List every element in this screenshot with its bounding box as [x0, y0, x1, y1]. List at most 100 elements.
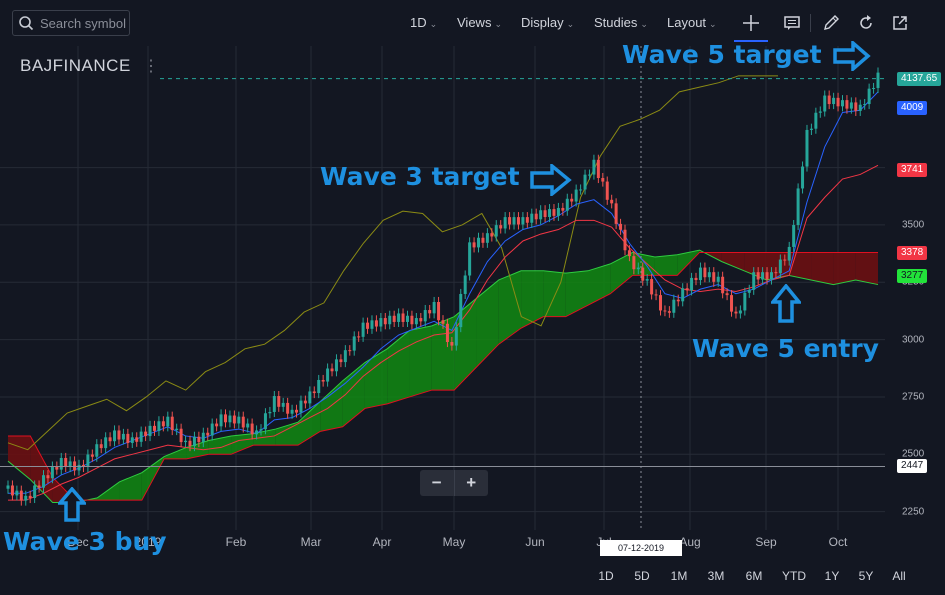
- candle-body: [184, 440, 188, 443]
- candle-body: [64, 457, 68, 468]
- candle-body: [86, 454, 90, 468]
- layout-label: Layout: [667, 15, 707, 30]
- candle-body: [357, 336, 361, 338]
- candle-body: [33, 485, 37, 499]
- candle-body: [650, 279, 654, 295]
- candle-body: [681, 288, 685, 302]
- candle-body: [738, 310, 742, 314]
- views-menu[interactable]: Views ⌄: [457, 15, 502, 30]
- candle-body: [654, 294, 658, 296]
- range-all-button[interactable]: All: [892, 569, 906, 583]
- crosshair-button[interactable]: [738, 10, 764, 36]
- candle-body: [135, 437, 139, 442]
- more-options-icon[interactable]: ⋮: [143, 58, 159, 75]
- message-icon: [784, 16, 800, 30]
- layout-menu[interactable]: Layout ⌄: [667, 15, 717, 30]
- time-tick-label: 2019: [134, 535, 162, 549]
- candle-body: [818, 111, 822, 113]
- search-icon: [19, 16, 34, 31]
- candle-body: [605, 181, 609, 200]
- popout-button[interactable]: [887, 10, 913, 36]
- time-tick-label: May: [442, 535, 466, 549]
- interval-menu[interactable]: 1D ⌄: [410, 15, 437, 30]
- candle-body: [144, 431, 148, 437]
- range-3m-button[interactable]: 3M: [707, 569, 725, 583]
- price-chart[interactable]: [0, 46, 885, 530]
- candle-body: [872, 87, 876, 89]
- time-tick-label: Apr: [372, 535, 392, 549]
- candle-body: [490, 233, 494, 237]
- reset-button[interactable]: [853, 10, 879, 36]
- symbol-label: BAJFINANCE: [20, 56, 131, 75]
- cloud-segment: [833, 252, 856, 285]
- range-5d-button[interactable]: 5D: [634, 569, 650, 583]
- candle-body: [614, 203, 618, 224]
- candle-body: [712, 272, 716, 282]
- candle-body: [583, 174, 587, 190]
- candle-body: [28, 495, 32, 499]
- price-tick-label: 2500: [902, 448, 925, 460]
- candle-body: [778, 259, 782, 274]
- candle-body: [508, 217, 512, 225]
- candle-body: [801, 166, 805, 189]
- search-box[interactable]: [12, 10, 130, 36]
- candle-body: [24, 495, 28, 501]
- candle-body: [50, 466, 54, 479]
- candle-body: [543, 210, 547, 218]
- candle-body: [499, 225, 503, 229]
- candle-body: [450, 342, 454, 346]
- candle-body: [295, 409, 299, 413]
- candlesticks: [6, 67, 880, 506]
- price-tick-label: 3500: [902, 219, 925, 231]
- notes-button[interactable]: [779, 10, 805, 36]
- candle-body: [139, 431, 143, 442]
- display-menu[interactable]: Display ⌄: [521, 15, 574, 30]
- candle-body: [730, 295, 734, 312]
- interval-label: 1D: [410, 15, 427, 30]
- studies-menu[interactable]: Studies ⌄: [594, 15, 648, 30]
- candle-body: [539, 210, 543, 220]
- views-label: Views: [457, 15, 492, 30]
- cloud-segment: [208, 435, 232, 455]
- zoom-in-button[interactable]: +: [453, 470, 489, 496]
- candle-body: [592, 159, 596, 175]
- candle-body: [552, 209, 556, 216]
- active-tool-underline: [734, 40, 768, 42]
- candle-body: [330, 368, 334, 372]
- range-1y-button[interactable]: 1Y: [824, 569, 840, 583]
- cloud-segment: [231, 433, 254, 455]
- draw-button[interactable]: [818, 10, 844, 36]
- candle-body: [743, 292, 747, 311]
- candle-body: [19, 490, 23, 501]
- candle-body: [308, 391, 312, 404]
- right-arrow-icon: [530, 164, 572, 196]
- candle-body: [237, 416, 241, 424]
- range-6m-button[interactable]: 6M: [745, 569, 763, 583]
- candle-body: [503, 217, 507, 229]
- chevron-down-icon: ⌄: [640, 19, 648, 29]
- zoom-out-button[interactable]: −: [431, 473, 442, 492]
- cloud-segment: [654, 254, 678, 276]
- candle-body: [445, 323, 449, 343]
- cloud-segment: [744, 252, 767, 280]
- range-ytd-button[interactable]: YTD: [782, 569, 806, 583]
- candle-body: [690, 277, 694, 291]
- candle-body: [587, 174, 591, 176]
- candle-body: [215, 423, 219, 427]
- chart-area[interactable]: [0, 46, 885, 530]
- candle-body: [6, 485, 10, 489]
- candle-body: [423, 310, 427, 322]
- candle-body: [374, 320, 378, 327]
- candle-body: [326, 368, 330, 382]
- candle-body: [769, 272, 773, 280]
- candle-body: [55, 466, 59, 470]
- chart-grid: [0, 46, 885, 530]
- search-input[interactable]: [38, 14, 128, 32]
- time-tick-label: Sep: [755, 535, 777, 549]
- range-5y-button[interactable]: 5Y: [858, 569, 874, 583]
- candle-body: [477, 237, 481, 248]
- range-1m-button[interactable]: 1M: [670, 569, 688, 583]
- candle-body: [206, 432, 210, 436]
- range-1d-button[interactable]: 1D: [598, 569, 614, 583]
- candle-body: [95, 444, 99, 457]
